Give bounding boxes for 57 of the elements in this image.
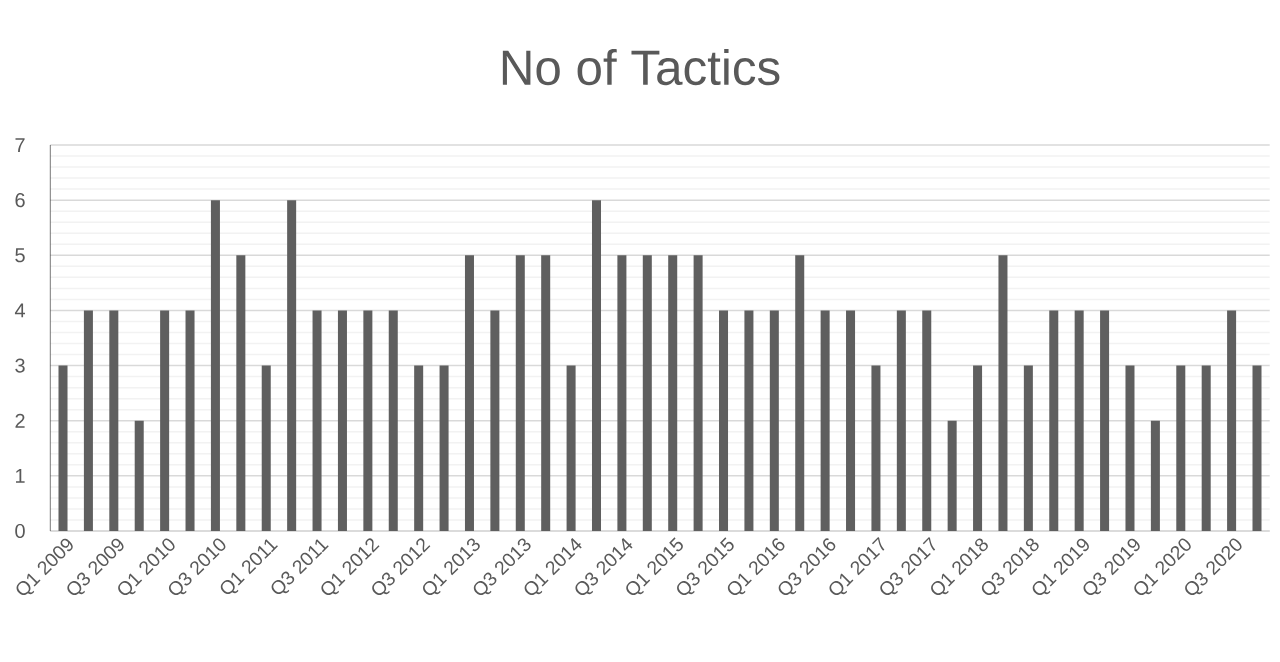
bar	[642, 255, 652, 531]
chart-title: No of Tactics	[502, 48, 780, 86]
y-tick-label: 1	[16, 468, 25, 483]
bar	[1201, 365, 1211, 531]
y-tick-label: 5	[15, 248, 25, 263]
bar	[541, 255, 551, 531]
bar	[414, 365, 424, 531]
bar	[998, 255, 1008, 531]
bar	[1252, 365, 1262, 531]
bar	[515, 255, 525, 531]
bar	[566, 365, 576, 531]
bar	[1100, 310, 1110, 531]
bar	[58, 365, 68, 531]
bar	[312, 310, 322, 531]
bar	[134, 420, 144, 531]
bar	[820, 310, 830, 531]
bar	[795, 255, 805, 531]
bar	[896, 310, 906, 531]
y-tick-label: 2	[15, 413, 25, 428]
bar	[160, 310, 170, 531]
bar	[744, 310, 754, 531]
bar	[668, 255, 678, 531]
bar	[1150, 420, 1160, 531]
bar	[83, 310, 93, 531]
y-tick-label: 7	[15, 138, 25, 152]
bar	[439, 365, 449, 531]
bar	[464, 255, 474, 531]
bar	[388, 310, 398, 531]
y-tick-label: 0	[15, 523, 25, 539]
y-tick-label: 3	[15, 358, 25, 373]
bar	[1125, 365, 1135, 531]
bar	[490, 310, 500, 531]
bar	[1074, 310, 1084, 531]
bar	[210, 200, 220, 531]
bar	[1227, 310, 1237, 531]
y-tick-label: 6	[15, 193, 25, 208]
bar	[1176, 365, 1186, 531]
y-tick-label: 4	[14, 303, 26, 318]
bar	[769, 310, 779, 531]
bar	[236, 255, 246, 531]
bar	[922, 310, 932, 531]
bar	[871, 365, 881, 531]
bar	[719, 310, 729, 531]
bar	[591, 200, 602, 531]
bar	[337, 310, 347, 531]
bar	[1023, 365, 1033, 531]
bar	[617, 255, 627, 531]
bar	[261, 365, 271, 531]
bar	[363, 310, 373, 531]
bar	[185, 310, 195, 531]
bar	[1049, 310, 1059, 531]
bar	[693, 255, 703, 531]
bar	[846, 310, 856, 531]
bar	[973, 365, 983, 531]
bar	[109, 310, 119, 531]
bar	[287, 200, 297, 531]
bar	[947, 420, 957, 531]
